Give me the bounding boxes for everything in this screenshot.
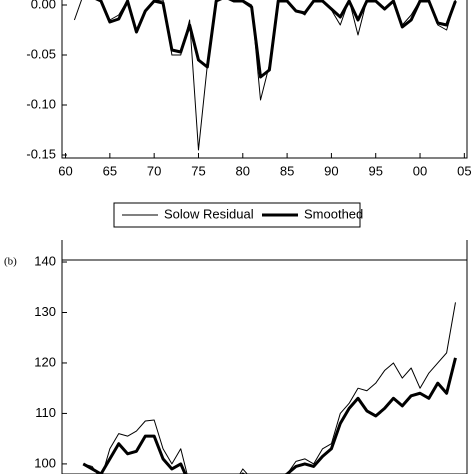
series-line	[83, 302, 456, 474]
y-tick-label: -0.05	[26, 46, 56, 61]
y-tick-label: 110	[35, 405, 56, 420]
series-line	[82, 357, 457, 474]
y-tick-label: -0.10	[26, 96, 56, 111]
legend-box	[113, 202, 361, 228]
x-tick-label: 90	[324, 163, 338, 178]
series-group	[73, 0, 457, 151]
x-tick-label: 60	[58, 163, 72, 178]
x-tick-label: 80	[236, 163, 250, 178]
legend-label: Solow Residual	[164, 206, 254, 221]
plot-frame	[61, 0, 468, 159]
series-line	[95, 0, 457, 79]
x-tick-label: 85	[280, 163, 294, 178]
panel-label: (b)	[4, 256, 17, 268]
series-group	[82, 302, 457, 474]
y-tick-label: -0.15	[26, 146, 56, 161]
y-tick-label: 100	[34, 455, 56, 470]
x-tick-label: 75	[191, 163, 205, 178]
plot-frame	[61, 240, 468, 474]
y-tick-label: 120	[34, 354, 56, 369]
x-tick-label: 65	[103, 163, 117, 178]
legend-label: Smoothed	[304, 206, 363, 221]
x-tick-label: 00	[413, 163, 427, 178]
y-tick-label: 0.00	[31, 0, 56, 11]
y-tick-label: 130	[34, 304, 56, 319]
y-tick-label: 140	[34, 253, 56, 268]
x-tick-label: 05	[457, 163, 471, 178]
x-tick-label: 70	[147, 163, 161, 178]
x-tick-label: 95	[368, 163, 382, 178]
